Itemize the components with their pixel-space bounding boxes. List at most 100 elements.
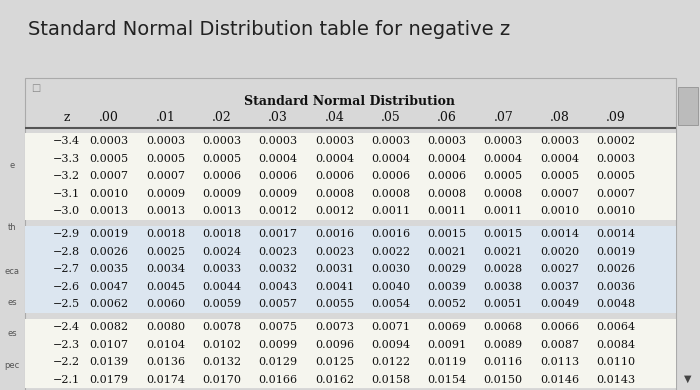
Text: 0.0011: 0.0011 <box>428 206 467 216</box>
Text: 0.0021: 0.0021 <box>484 247 523 257</box>
Text: 0.0031: 0.0031 <box>315 264 354 274</box>
Text: 0.0125: 0.0125 <box>315 357 354 367</box>
Text: −2.7: −2.7 <box>53 264 80 274</box>
Text: 0.0170: 0.0170 <box>202 375 241 385</box>
Text: 0.0005: 0.0005 <box>540 171 579 181</box>
Text: 0.0003: 0.0003 <box>596 154 636 164</box>
Text: 0.0016: 0.0016 <box>315 229 354 239</box>
Text: 0.0045: 0.0045 <box>146 282 185 292</box>
Text: 0.0008: 0.0008 <box>484 189 523 199</box>
Text: 0.0087: 0.0087 <box>540 340 579 350</box>
Text: 0.0080: 0.0080 <box>146 322 185 332</box>
Text: .05: .05 <box>381 111 400 124</box>
Text: −3.1: −3.1 <box>53 189 80 199</box>
Text: 0.0023: 0.0023 <box>315 247 354 257</box>
Text: 0.0019: 0.0019 <box>90 229 129 239</box>
Text: Standard Normal Distribution table for negative z: Standard Normal Distribution table for n… <box>28 20 510 39</box>
Text: 0.0006: 0.0006 <box>371 171 410 181</box>
Text: .00: .00 <box>99 111 119 124</box>
Text: 0.0154: 0.0154 <box>428 375 467 385</box>
Text: 0.0003: 0.0003 <box>484 136 523 146</box>
Text: 0.0143: 0.0143 <box>596 375 636 385</box>
Text: 0.0059: 0.0059 <box>202 299 241 309</box>
Text: 0.0057: 0.0057 <box>258 299 298 309</box>
Text: 0.0003: 0.0003 <box>146 136 185 146</box>
Text: 0.0003: 0.0003 <box>371 136 410 146</box>
Text: −2.9: −2.9 <box>53 229 80 239</box>
Text: 0.0018: 0.0018 <box>146 229 185 239</box>
Text: 0.0003: 0.0003 <box>540 136 579 146</box>
Text: 0.0119: 0.0119 <box>428 357 467 367</box>
Text: 0.0150: 0.0150 <box>484 375 523 385</box>
Text: −3.4: −3.4 <box>53 136 80 146</box>
Text: 0.0004: 0.0004 <box>258 154 298 164</box>
Text: 0.0023: 0.0023 <box>258 247 298 257</box>
Text: 0.0004: 0.0004 <box>315 154 354 164</box>
Text: 0.0010: 0.0010 <box>90 189 129 199</box>
Text: 0.0010: 0.0010 <box>540 206 579 216</box>
Text: 0.0012: 0.0012 <box>315 206 354 216</box>
Text: 0.0022: 0.0022 <box>371 247 410 257</box>
Text: 0.0027: 0.0027 <box>540 264 579 274</box>
Text: .08: .08 <box>550 111 570 124</box>
Text: .03: .03 <box>268 111 288 124</box>
Text: es: es <box>8 298 17 307</box>
Text: 0.0068: 0.0068 <box>484 322 523 332</box>
Text: 0.0036: 0.0036 <box>596 282 636 292</box>
Text: eca: eca <box>5 267 20 276</box>
Text: −2.3: −2.3 <box>53 340 80 350</box>
Text: 0.0004: 0.0004 <box>484 154 523 164</box>
Text: 0.0020: 0.0020 <box>540 247 579 257</box>
Text: 0.0033: 0.0033 <box>202 264 241 274</box>
Text: Standard Normal Distribution: Standard Normal Distribution <box>244 95 456 108</box>
Text: 0.0094: 0.0094 <box>371 340 410 350</box>
Text: 0.0075: 0.0075 <box>258 322 298 332</box>
Text: 0.0089: 0.0089 <box>484 340 523 350</box>
Text: 0.0078: 0.0078 <box>202 322 241 332</box>
Text: −2.1: −2.1 <box>53 375 80 385</box>
Text: 0.0039: 0.0039 <box>428 282 467 292</box>
Text: −2.4: −2.4 <box>53 322 80 332</box>
Text: 0.0017: 0.0017 <box>258 229 298 239</box>
Text: 0.0026: 0.0026 <box>90 247 129 257</box>
Text: −3.2: −3.2 <box>53 171 80 181</box>
Text: .04: .04 <box>324 111 344 124</box>
Bar <box>678 87 697 125</box>
Text: 0.0013: 0.0013 <box>202 206 241 216</box>
Text: 0.0102: 0.0102 <box>202 340 241 350</box>
Text: 0.0015: 0.0015 <box>484 229 523 239</box>
Text: z: z <box>64 111 70 124</box>
Text: 0.0014: 0.0014 <box>540 229 579 239</box>
Text: 0.0043: 0.0043 <box>258 282 298 292</box>
Text: 0.0044: 0.0044 <box>202 282 241 292</box>
Text: 0.0008: 0.0008 <box>371 189 410 199</box>
Text: .07: .07 <box>494 111 513 124</box>
Text: 0.0104: 0.0104 <box>146 340 185 350</box>
Text: 0.0048: 0.0048 <box>596 299 636 309</box>
Text: −2.5: −2.5 <box>53 299 80 309</box>
Text: 0.0006: 0.0006 <box>315 171 354 181</box>
Bar <box>25 319 676 388</box>
Text: ▼: ▼ <box>684 374 692 384</box>
Text: 0.0158: 0.0158 <box>371 375 410 385</box>
Text: 0.0018: 0.0018 <box>202 229 241 239</box>
Text: −3.0: −3.0 <box>53 206 80 216</box>
Text: 0.0011: 0.0011 <box>484 206 523 216</box>
Text: 0.0122: 0.0122 <box>371 357 410 367</box>
Text: .06: .06 <box>437 111 457 124</box>
Text: −2.6: −2.6 <box>53 282 80 292</box>
Text: 0.0005: 0.0005 <box>596 171 636 181</box>
Text: .01: .01 <box>155 111 176 124</box>
Text: 0.0007: 0.0007 <box>90 171 129 181</box>
Text: 0.0099: 0.0099 <box>258 340 298 350</box>
Text: 0.0040: 0.0040 <box>371 282 410 292</box>
Text: 0.0029: 0.0029 <box>428 264 467 274</box>
Text: 0.0003: 0.0003 <box>258 136 298 146</box>
Text: 0.0006: 0.0006 <box>428 171 467 181</box>
Text: 0.0038: 0.0038 <box>484 282 523 292</box>
Text: 0.0047: 0.0047 <box>90 282 129 292</box>
Text: 0.0066: 0.0066 <box>540 322 579 332</box>
Text: 0.0052: 0.0052 <box>428 299 467 309</box>
Text: pec: pec <box>5 360 20 370</box>
Text: −2.2: −2.2 <box>53 357 80 367</box>
